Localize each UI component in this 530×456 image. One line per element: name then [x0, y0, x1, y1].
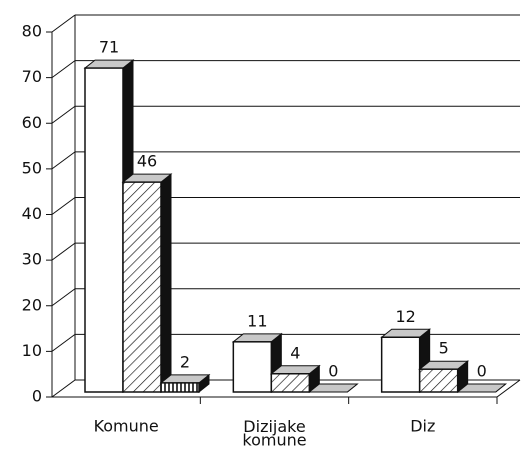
bar — [456, 383, 508, 393]
y-tick-label: 80 — [22, 22, 42, 41]
bar-side — [160, 173, 172, 394]
bar — [418, 360, 470, 394]
value-label: 12 — [395, 307, 415, 326]
grid-diagonal — [51, 14, 76, 33]
bar-front — [232, 341, 273, 393]
value-label: 11 — [247, 311, 267, 330]
bar-front — [418, 368, 459, 393]
grid-diagonal — [51, 333, 76, 352]
y-tick-label: 10 — [22, 341, 42, 360]
bar-front — [160, 382, 200, 393]
y-tick-label: 70 — [22, 67, 42, 86]
grid-diagonal — [51, 151, 76, 170]
value-label: 4 — [290, 343, 300, 362]
bar-top — [307, 383, 359, 393]
grid-diagonal — [51, 197, 76, 215]
x-tick-label: Komune — [94, 417, 159, 436]
value-label: 2 — [180, 352, 190, 371]
bar — [307, 383, 359, 393]
bar-front — [84, 67, 124, 393]
bar — [121, 173, 173, 394]
y-tick-label: 50 — [22, 158, 42, 177]
grid-diagonal — [51, 105, 76, 124]
grid-diagonal — [51, 288, 76, 307]
bar — [269, 364, 321, 394]
y-tick-label: 30 — [22, 250, 42, 269]
value-label: 46 — [137, 152, 157, 171]
y-tick-label: 60 — [22, 113, 42, 132]
bar — [159, 373, 211, 394]
value-label: 0 — [477, 362, 487, 381]
bar-front — [270, 373, 311, 393]
grid-diagonal — [51, 60, 76, 79]
value-label: 0 — [328, 362, 338, 381]
bar-front — [380, 336, 421, 393]
x-tick-label: Dizijake komune — [242, 417, 306, 450]
y-tick-label: 40 — [22, 204, 42, 223]
y-tick-label: 20 — [22, 295, 42, 314]
y-tick-label: 0 — [32, 387, 42, 406]
grid-diagonal — [51, 379, 76, 398]
grid-diagonal — [51, 242, 76, 261]
x-tick-label: Diz — [410, 417, 435, 436]
value-label: 5 — [439, 339, 449, 358]
bar-front — [122, 181, 162, 393]
value-label: 71 — [99, 38, 119, 57]
bar-top — [456, 383, 508, 393]
